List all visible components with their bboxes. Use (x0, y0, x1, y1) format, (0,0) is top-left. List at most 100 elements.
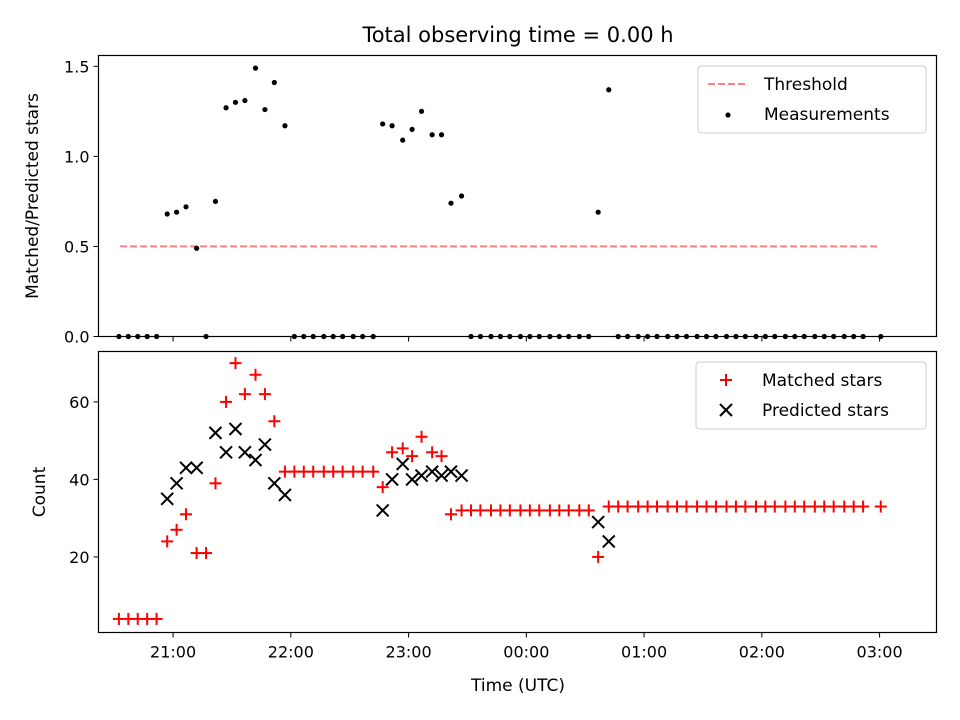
matched-stars-point (180, 508, 193, 521)
matched-stars-point (376, 481, 389, 494)
matched-stars-point (367, 465, 380, 478)
matched-stars-point (533, 504, 546, 517)
legend-measurements-swatch (725, 112, 731, 118)
y-tick-label: 40 (69, 470, 89, 489)
measurements-point (606, 87, 612, 93)
matched-stars-point (592, 550, 605, 563)
predicted-stars-point (248, 453, 263, 467)
predicted-stars-point (434, 468, 449, 483)
matched-stars-point (798, 500, 811, 513)
matched-stars-point (768, 500, 781, 513)
count-y-axis-label: Count (30, 466, 50, 517)
measurements-point (458, 193, 465, 199)
matched-stars-point (426, 446, 439, 459)
legend-matched-label: Matched stars (762, 371, 882, 391)
matched-stars-point (444, 508, 457, 521)
x-tick-label: 02:00 (739, 643, 785, 662)
matched-stars-point (150, 612, 163, 625)
matched-stars-point (220, 395, 233, 408)
predicted-stars-point (591, 515, 605, 529)
matched-stars-point (209, 477, 222, 490)
measurements-point (164, 211, 170, 217)
matched-stars-point (827, 500, 840, 513)
predicted-stars-point (228, 422, 243, 436)
measurements-point (595, 209, 601, 215)
predicted-stars-point (278, 488, 292, 502)
matched-stars-point (406, 450, 419, 463)
matched-stars-point (739, 500, 752, 513)
predicted-stars-point (405, 472, 419, 487)
matched-stars-point (161, 535, 174, 548)
x-tick-label: 03:00 (857, 643, 903, 662)
matched-stars-point (651, 500, 664, 513)
measurements-point (232, 99, 239, 105)
measurements-point (409, 126, 415, 132)
matched-stars-point (386, 446, 399, 459)
legend-predicted-label: Predicted stars (762, 401, 889, 421)
predicted-stars-point (160, 492, 174, 506)
count-legend: Matched stars Predicted stars (695, 361, 927, 430)
predicted-stars-point (208, 426, 223, 440)
matched-stars-point (562, 504, 575, 517)
count-panel: 21:00 22:00 23:00 00:00 01:00 02:00 03:00 20 40 6… (30, 350, 938, 696)
matched-stars-point (435, 450, 448, 463)
predicted-stars-point (189, 461, 204, 475)
measurements-point (242, 97, 248, 104)
measurements-point (271, 79, 277, 86)
matched-stars-point (336, 465, 349, 478)
matched-stars-point (415, 430, 428, 443)
y-tick-label: 1.5 (64, 57, 89, 76)
legend-threshold-label: Threshold (763, 75, 848, 95)
measurements-point (262, 106, 268, 113)
predicted-stars-point (258, 437, 272, 452)
legend-measurements-label: Measurements (764, 105, 890, 125)
predicted-stars-point (385, 472, 399, 487)
measurements-point (400, 137, 406, 143)
measurements-point (418, 108, 425, 114)
measurements-point (174, 209, 180, 215)
predicted-stars-point (179, 461, 193, 475)
predicted-stars-point (454, 468, 469, 483)
measurements-point (223, 105, 229, 111)
predicted-stars-point (169, 476, 184, 490)
predicted-stars-point (267, 476, 282, 490)
measurements-point (194, 245, 200, 251)
y-tick-label: 1.0 (64, 147, 89, 166)
y-tick-label: 0.0 (64, 328, 89, 347)
x-tick-label: 01:00 (621, 643, 667, 662)
matched-stars-point (621, 500, 634, 513)
x-tick-label: 00:00 (503, 643, 549, 662)
measurements-point (282, 123, 288, 129)
predicted-stars-point (602, 534, 616, 549)
matched-stars-point (356, 465, 369, 478)
measurements-point (212, 198, 219, 205)
legend-matched-swatch (720, 374, 732, 386)
matched-stars-point (680, 500, 693, 513)
measurements-point (448, 200, 454, 206)
measurements-point (252, 65, 259, 71)
matched-stars-point (307, 465, 320, 478)
matched-stars-point (709, 500, 722, 513)
y-tick-label: 20 (69, 548, 89, 567)
measurements-point (183, 204, 189, 210)
x-tick-label: 22:00 (268, 643, 314, 662)
measurements-point (389, 123, 395, 129)
matched-stars-point (200, 547, 213, 560)
ratio-y-axis-label: Matched/Predicted stars (23, 93, 43, 299)
measurements-point (438, 132, 445, 138)
predicted-stars-point (414, 468, 429, 483)
predicted-stars-point (425, 464, 439, 479)
y-tick-label: 0.5 (64, 237, 89, 256)
y-tick-label: 60 (69, 393, 89, 412)
x-axis-label: Time (UTC) (470, 676, 565, 696)
ratio-legend: Threshold Measurements (697, 65, 927, 134)
measurements-point (429, 132, 435, 138)
ratio-panel: 0.0 0.5 1.0 1.5 Matched/Predicted stars Thr… (23, 54, 938, 347)
legend-predicted-swatch (719, 403, 733, 417)
matched-stars-point (857, 500, 870, 513)
matched-stars-point (268, 415, 281, 428)
matched-stars-point (229, 357, 242, 370)
predicted-stars-point (375, 503, 390, 518)
predicted-stars-point (219, 445, 233, 459)
